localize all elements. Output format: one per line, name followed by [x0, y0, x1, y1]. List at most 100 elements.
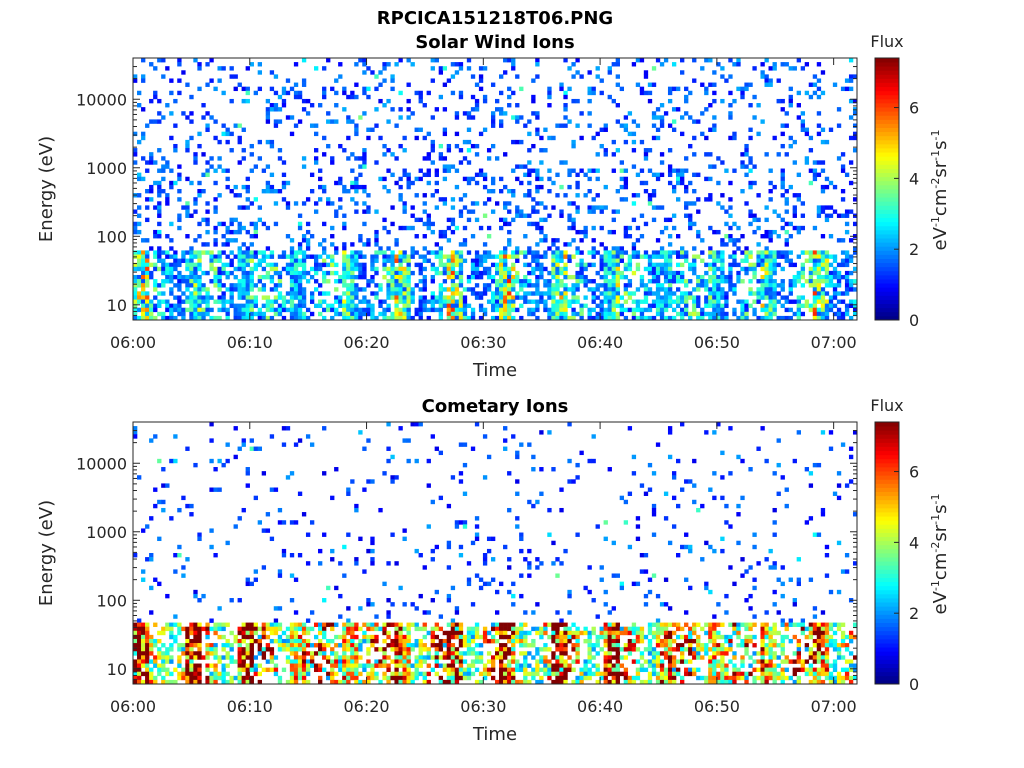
heatmap-cell	[137, 634, 142, 640]
heatmap-cell	[450, 274, 456, 280]
heatmap-cell	[458, 442, 464, 447]
heatmap-cell	[539, 135, 544, 141]
heatmap-cell	[659, 62, 665, 67]
colorbar-segment	[875, 287, 899, 292]
heatmap-cell	[688, 225, 693, 231]
heatmap-cell	[169, 307, 174, 313]
heatmap-cell	[326, 303, 331, 309]
heatmap-cell	[145, 315, 150, 321]
heatmap-cell	[692, 270, 697, 276]
heatmap-cell	[354, 176, 359, 182]
heatmap-cell	[844, 258, 850, 263]
heatmap-cell	[607, 70, 612, 75]
heatmap-cell	[643, 295, 649, 300]
heatmap-cell	[688, 213, 693, 218]
heatmap-cell	[261, 315, 267, 321]
heatmap-cell	[495, 315, 500, 321]
heatmap-cell	[607, 66, 612, 71]
heatmap-cell	[619, 176, 625, 182]
heatmap-cell	[454, 299, 460, 304]
heatmap-cell	[253, 266, 258, 272]
heatmap-cell	[720, 291, 725, 296]
heatmap-cell	[474, 103, 480, 108]
heatmap-cell	[382, 307, 387, 313]
heatmap-cell	[611, 307, 616, 313]
heatmap-cell	[450, 475, 456, 480]
heatmap-cell	[486, 638, 492, 644]
y-tick-label: 10000	[76, 90, 127, 109]
heatmap-cell	[535, 127, 540, 132]
heatmap-cell	[527, 283, 532, 288]
heatmap-cell	[667, 303, 673, 309]
heatmap-cell	[165, 307, 170, 313]
heatmap-cell	[720, 262, 725, 268]
heatmap-cell	[245, 98, 250, 104]
heatmap-cell	[659, 299, 665, 304]
heatmap-cell	[402, 651, 407, 656]
heatmap-cell	[342, 221, 347, 227]
heatmap-cell	[639, 86, 645, 92]
heatmap-cell	[511, 58, 516, 63]
heatmap-cell	[265, 528, 271, 533]
heatmap-cell	[390, 274, 395, 280]
heatmap-cell	[535, 172, 540, 178]
heatmap-cell	[559, 209, 564, 214]
heatmap-cell	[338, 659, 343, 664]
heatmap-cell	[852, 148, 858, 153]
heatmap-cell	[402, 679, 407, 685]
heatmap-cell	[603, 262, 608, 268]
heatmap-cell	[362, 242, 367, 247]
heatmap-cell	[591, 225, 596, 231]
colorbar-segment	[875, 229, 899, 235]
heatmap-cell	[414, 262, 419, 268]
heatmap-cell	[426, 458, 431, 464]
heatmap-cell	[342, 573, 347, 578]
heatmap-cell	[362, 90, 367, 96]
heatmap-cell	[615, 262, 620, 268]
heatmap-cell	[273, 307, 279, 313]
heatmap-cell	[193, 274, 198, 280]
heatmap-cell	[671, 189, 677, 194]
heatmap-cell	[169, 90, 174, 96]
heatmap-cell	[169, 655, 174, 660]
heatmap-cell	[486, 548, 492, 554]
heatmap-cell	[133, 160, 138, 165]
heatmap-cell	[486, 671, 492, 677]
heatmap-cell	[478, 655, 484, 660]
heatmap-cell	[832, 291, 838, 296]
heatmap-cell	[567, 303, 572, 309]
heatmap-cell	[430, 434, 435, 439]
heatmap-cell	[261, 667, 267, 673]
heatmap-cell	[780, 295, 785, 300]
heatmap-cell	[346, 667, 351, 673]
heatmap-cell	[358, 643, 363, 648]
heatmap-cell	[812, 225, 818, 231]
heatmap-cell	[704, 262, 709, 268]
heatmap-cell	[350, 279, 355, 284]
heatmap-cell	[732, 283, 737, 288]
heatmap-cell	[503, 426, 508, 431]
heatmap-cell	[591, 238, 596, 243]
heatmap-cell	[145, 524, 150, 529]
heatmap-cell	[499, 663, 504, 668]
heatmap-cell	[221, 675, 226, 681]
heatmap-cell	[804, 250, 810, 255]
heatmap-cell	[748, 168, 753, 173]
heatmap-cell	[213, 254, 218, 259]
heatmap-cell	[189, 180, 194, 186]
heatmap-cell	[273, 90, 279, 96]
heatmap-cell	[611, 262, 616, 268]
heatmap-cell	[760, 307, 765, 313]
heatmap-cell	[201, 307, 206, 313]
heatmap-cell	[591, 299, 596, 304]
heatmap-cell	[503, 152, 508, 157]
heatmap-cell	[370, 675, 375, 681]
heatmap-cell	[277, 291, 283, 296]
heatmap-cell	[362, 70, 367, 75]
heatmap-cell	[394, 311, 399, 317]
heatmap-cell	[297, 246, 303, 251]
heatmap-cell	[237, 139, 242, 145]
heatmap-cell	[511, 581, 516, 587]
heatmap-cell	[768, 197, 773, 202]
heatmap-cell	[225, 638, 230, 644]
